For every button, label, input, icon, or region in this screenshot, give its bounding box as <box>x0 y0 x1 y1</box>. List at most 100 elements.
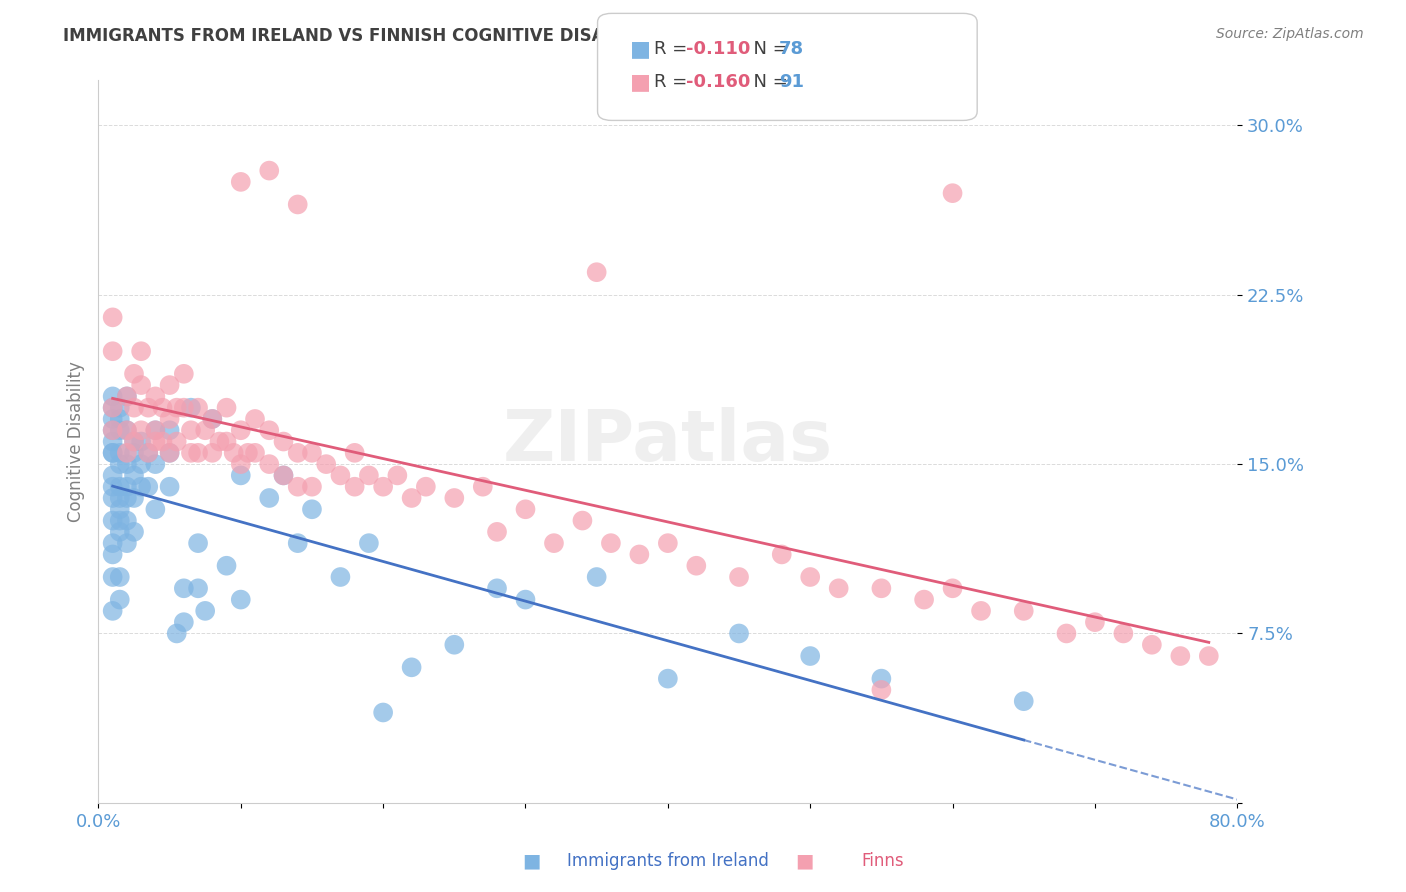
Point <box>194 423 217 437</box>
Point <box>108 514 131 528</box>
Point <box>173 582 195 596</box>
Point <box>287 536 309 550</box>
Point <box>799 570 821 584</box>
Point <box>685 558 707 573</box>
Point <box>108 592 131 607</box>
Point <box>585 570 607 584</box>
Point <box>108 412 131 426</box>
Point <box>101 536 124 550</box>
Point <box>173 615 195 630</box>
Point <box>101 401 124 415</box>
Point <box>166 434 188 449</box>
Point <box>229 175 252 189</box>
Point <box>243 446 266 460</box>
Point <box>799 648 821 663</box>
Point <box>387 468 409 483</box>
Point <box>415 480 437 494</box>
Point <box>159 480 181 494</box>
Point <box>229 423 252 437</box>
Point <box>159 412 181 426</box>
Y-axis label: Cognitive Disability: Cognitive Disability <box>66 361 84 522</box>
Point <box>108 480 131 494</box>
Point <box>1012 694 1035 708</box>
Point <box>401 660 423 674</box>
Point <box>357 536 380 550</box>
Point <box>108 491 131 505</box>
Point <box>101 423 124 437</box>
Point <box>166 401 188 415</box>
Text: ■: ■ <box>796 851 814 870</box>
Point <box>122 524 145 539</box>
Point <box>122 434 145 449</box>
Point <box>287 446 309 460</box>
Point <box>101 412 124 426</box>
Point <box>201 412 224 426</box>
Point <box>194 604 217 618</box>
Point <box>515 502 537 516</box>
Point <box>1112 626 1135 640</box>
Point <box>443 491 465 505</box>
Text: IMMIGRANTS FROM IRELAND VS FINNISH COGNITIVE DISABILITY CORRELATION CHART: IMMIGRANTS FROM IRELAND VS FINNISH COGNI… <box>63 27 869 45</box>
Point <box>122 401 145 415</box>
Point <box>122 491 145 505</box>
Point <box>236 446 259 460</box>
Point <box>152 401 174 415</box>
Point <box>215 434 238 449</box>
Point <box>122 446 145 460</box>
Point <box>571 514 593 528</box>
Point <box>187 401 209 415</box>
Point <box>108 401 131 415</box>
Point <box>471 480 494 494</box>
Point <box>115 514 138 528</box>
Point <box>129 457 152 471</box>
Point <box>1012 604 1035 618</box>
Point <box>229 468 252 483</box>
Point <box>101 548 124 562</box>
Point <box>870 672 893 686</box>
Text: ZIPatlas: ZIPatlas <box>503 407 832 476</box>
Point <box>180 446 202 460</box>
Point <box>243 412 266 426</box>
Point <box>159 446 181 460</box>
Point <box>259 457 281 471</box>
Point <box>122 468 145 483</box>
Point <box>343 480 366 494</box>
Point <box>129 480 152 494</box>
Point <box>970 604 993 618</box>
Text: N =: N = <box>742 73 794 91</box>
Point <box>122 367 145 381</box>
Point <box>215 558 238 573</box>
Point <box>101 446 124 460</box>
Point <box>187 582 209 596</box>
Point <box>115 491 138 505</box>
Point <box>828 582 851 596</box>
Point <box>145 457 167 471</box>
Point <box>108 524 131 539</box>
Point <box>115 423 138 437</box>
Point <box>543 536 565 550</box>
Point <box>273 468 295 483</box>
Point <box>101 491 124 505</box>
Point <box>443 638 465 652</box>
Point <box>136 446 159 460</box>
Point <box>259 163 281 178</box>
Point <box>870 582 893 596</box>
Point <box>101 423 124 437</box>
Point <box>159 378 181 392</box>
Point <box>486 524 509 539</box>
Point <box>222 446 245 460</box>
Point <box>287 197 309 211</box>
Point <box>101 446 124 460</box>
Point <box>401 491 423 505</box>
Point <box>115 446 138 460</box>
Text: Immigrants from Ireland: Immigrants from Ireland <box>567 852 769 870</box>
Point <box>942 186 965 201</box>
Point <box>101 344 124 359</box>
Point <box>343 446 366 460</box>
Point <box>180 423 202 437</box>
Point <box>108 502 131 516</box>
Point <box>301 446 323 460</box>
Point <box>1170 648 1192 663</box>
Point <box>870 682 893 697</box>
Point <box>180 401 202 415</box>
